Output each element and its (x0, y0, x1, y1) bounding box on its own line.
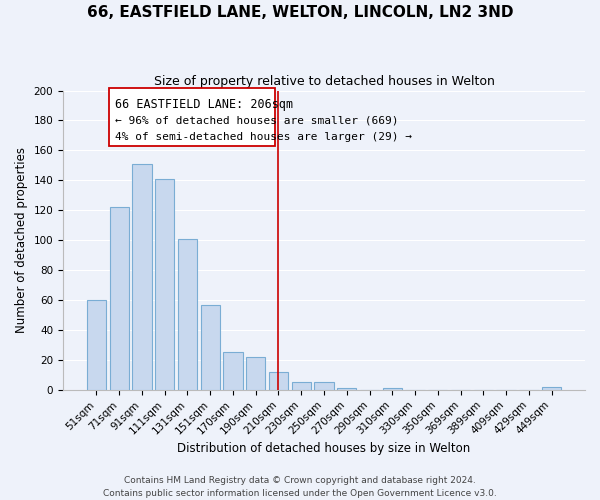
Bar (200, 304, 220, 390)
Bar (132, 164, 152, 390)
Bar (178, 238, 197, 390)
Bar (155, 179, 175, 390)
Bar (246, 357, 265, 390)
Bar (223, 352, 242, 390)
Text: ← 96% of detached houses are smaller (669): ← 96% of detached houses are smaller (66… (115, 116, 398, 126)
Title: Size of property relative to detached houses in Welton: Size of property relative to detached ho… (154, 75, 494, 88)
Text: 66 EASTFIELD LANE: 206sqm: 66 EASTFIELD LANE: 206sqm (115, 98, 293, 111)
X-axis label: Distribution of detached houses by size in Welton: Distribution of detached houses by size … (178, 442, 470, 455)
Text: 66, EASTFIELD LANE, WELTON, LINCOLN, LN2 3ND: 66, EASTFIELD LANE, WELTON, LINCOLN, LN2… (87, 5, 513, 20)
Bar (337, 388, 356, 390)
Text: 4% of semi-detached houses are larger (29) →: 4% of semi-detached houses are larger (2… (115, 132, 412, 142)
Bar (87, 300, 106, 390)
Bar (269, 372, 288, 390)
Text: Contains HM Land Registry data © Crown copyright and database right 2024.
Contai: Contains HM Land Registry data © Crown c… (103, 476, 497, 498)
Y-axis label: Number of detached properties: Number of detached properties (15, 147, 28, 333)
FancyBboxPatch shape (109, 88, 275, 146)
Bar (314, 382, 334, 390)
Bar (292, 382, 311, 390)
Bar (110, 208, 129, 390)
Bar (383, 388, 402, 390)
Bar (542, 387, 561, 390)
